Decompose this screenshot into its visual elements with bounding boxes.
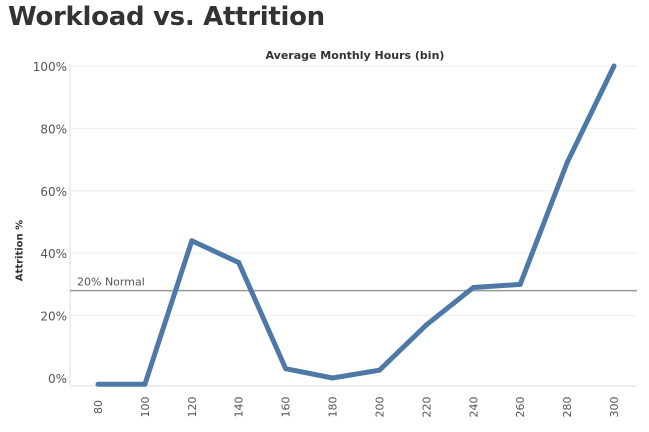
x-tick-label: 100 — [139, 397, 152, 418]
x-tick-label: 200 — [373, 397, 386, 418]
data-point — [611, 63, 617, 69]
data-point — [376, 367, 382, 373]
x-tick-label: 240 — [467, 397, 480, 418]
data-point — [564, 160, 570, 166]
y-tick-label: 40% — [40, 247, 67, 261]
x-tick-label: 80 — [92, 400, 105, 414]
y-tick-label: 60% — [40, 185, 67, 199]
data-point — [283, 366, 289, 372]
x-tick-label: 120 — [186, 397, 199, 418]
data-point — [142, 381, 148, 387]
reference-line-label: 20% Normal — [77, 276, 145, 289]
y-tick-label: 100% — [33, 60, 67, 74]
x-tick-label: 220 — [420, 397, 433, 418]
data-point — [517, 281, 523, 287]
chart-title: Workload vs. Attrition — [8, 2, 325, 32]
y-tick-label: 0% — [48, 372, 67, 386]
data-point — [95, 381, 101, 387]
data-point — [236, 260, 242, 266]
x-tick-label: 160 — [280, 397, 293, 418]
data-point — [330, 375, 336, 381]
x-tick-label: 140 — [233, 397, 246, 418]
series-line — [98, 64, 617, 387]
x-axis-title: Average Monthly Hours (bin) — [265, 49, 445, 62]
data-point — [189, 238, 195, 244]
x-tick-label: 280 — [561, 397, 574, 418]
y-tick-label: 80% — [40, 122, 67, 136]
x-tick-label: 300 — [608, 397, 621, 418]
x-tick-label: 180 — [327, 397, 340, 418]
data-point — [470, 285, 476, 291]
y-tick-label: 20% — [40, 310, 67, 324]
x-tick-label: 260 — [514, 397, 527, 418]
data-point — [423, 322, 429, 328]
